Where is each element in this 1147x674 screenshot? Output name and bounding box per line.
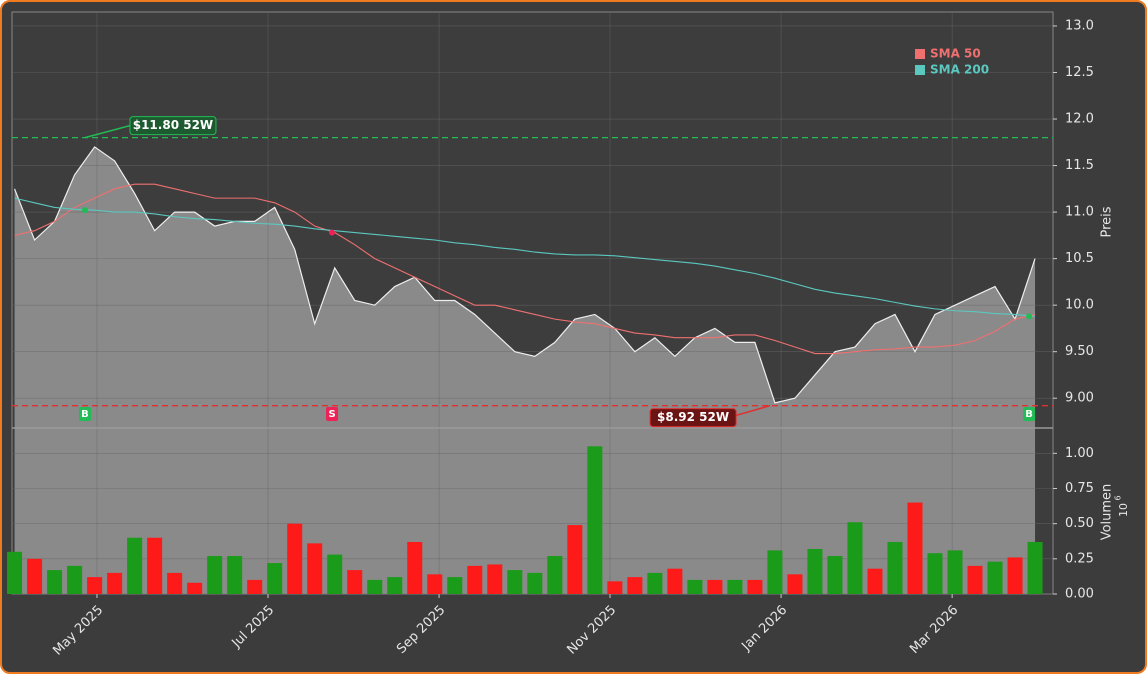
volume-bar xyxy=(787,574,803,594)
y-tick-label: 1.00 xyxy=(1065,446,1094,461)
signal-badge xyxy=(78,407,91,421)
volume-bar xyxy=(527,572,543,594)
volume-bar xyxy=(307,543,323,594)
volume-bar xyxy=(947,550,963,594)
volume-bar xyxy=(727,579,743,594)
volume-bar xyxy=(987,561,1003,594)
y-axis-label: Volumen xyxy=(1100,484,1115,541)
volume-bar xyxy=(907,502,923,594)
volume-bar xyxy=(887,541,903,594)
volume-bar xyxy=(47,570,63,594)
volume-bar xyxy=(587,446,603,594)
volume-bar xyxy=(487,564,503,594)
volume-bar xyxy=(167,572,183,594)
volume-bar xyxy=(507,570,523,594)
axis-scale: 10 xyxy=(1117,503,1130,517)
y-tick-label: 11.5 xyxy=(1065,158,1094,173)
volume-bar xyxy=(27,558,43,594)
signal-label: B xyxy=(81,409,89,420)
y-tick-label: 0.50 xyxy=(1065,516,1094,531)
y-tick-label: 0.25 xyxy=(1065,551,1094,566)
volume-bar xyxy=(707,579,723,594)
volume-bar xyxy=(807,548,823,594)
signal-badge xyxy=(326,407,339,421)
volume-bar xyxy=(1007,557,1023,594)
y-tick-label: 0.75 xyxy=(1065,481,1094,496)
volume-bar xyxy=(267,563,283,594)
legend-label: SMA 200 xyxy=(930,63,989,77)
volume-bar xyxy=(207,556,223,594)
volume-bar xyxy=(967,565,983,594)
y-tick-label: 10.0 xyxy=(1065,298,1094,313)
signal-badge xyxy=(1023,407,1036,421)
volume-bar xyxy=(927,553,943,594)
volume-bar xyxy=(607,581,623,594)
signal-dot xyxy=(1026,313,1033,320)
y-tick-label: 11.0 xyxy=(1065,205,1094,220)
volume-bar xyxy=(427,574,443,594)
annotation-box xyxy=(649,408,737,428)
volume-bar xyxy=(227,556,243,594)
volume-bar xyxy=(387,577,403,594)
volume-bar xyxy=(107,572,123,594)
volume-bar xyxy=(767,550,783,594)
volume-bar xyxy=(187,582,203,594)
volume-bar xyxy=(1027,541,1043,594)
y-tick-label: 9.50 xyxy=(1065,344,1094,359)
volume-bar xyxy=(347,570,363,594)
volume-bar xyxy=(567,525,583,594)
y-tick-label: 12.5 xyxy=(1065,65,1094,80)
volume-bar xyxy=(447,577,463,594)
legend-swatch xyxy=(915,65,925,75)
y-axis-label: Preis xyxy=(1100,206,1115,237)
volume-bar xyxy=(407,541,423,594)
volume-bar xyxy=(67,565,83,594)
volume-bar xyxy=(547,556,563,594)
volume-bar xyxy=(147,537,163,594)
y-tick-label: 0.00 xyxy=(1065,587,1094,602)
sma-line xyxy=(14,197,1036,317)
volume-bar xyxy=(87,577,103,594)
signal-dot xyxy=(329,229,336,236)
volume-bar xyxy=(647,572,663,594)
volume-bar xyxy=(747,579,763,594)
volume-bar xyxy=(827,556,843,594)
annotation-arrow xyxy=(84,124,131,139)
signal-label: B xyxy=(1025,409,1033,420)
signal-label: S xyxy=(328,409,335,420)
volume-bar xyxy=(7,551,23,594)
volume-bar xyxy=(127,537,143,594)
volume-bar xyxy=(687,579,703,594)
signal-dot xyxy=(81,207,88,214)
volume-bar xyxy=(667,568,683,594)
volume-bar xyxy=(367,579,383,594)
sma-line xyxy=(14,183,1036,355)
volume-bar xyxy=(247,579,263,594)
volume-bar xyxy=(867,568,883,594)
y-tick-label: 13.0 xyxy=(1065,18,1094,33)
volume-bar xyxy=(327,554,343,594)
y-tick-label: 12.0 xyxy=(1065,112,1094,127)
annotation-label: $11.80 52W xyxy=(133,118,213,132)
volume-bar xyxy=(847,522,863,594)
volume-bar xyxy=(627,577,643,594)
axis-scale-exp: 6 xyxy=(1114,495,1123,500)
y-tick-label: 10.5 xyxy=(1065,251,1094,266)
price-line xyxy=(14,146,1036,404)
legend-swatch xyxy=(915,49,925,59)
legend-label: SMA 50 xyxy=(930,47,981,61)
y-tick-label: 9.00 xyxy=(1065,391,1094,406)
annotation-box xyxy=(129,116,217,136)
annotation-label: $8.92 52W xyxy=(657,410,729,424)
volume-bar xyxy=(467,565,483,594)
volume-bar xyxy=(287,523,303,594)
